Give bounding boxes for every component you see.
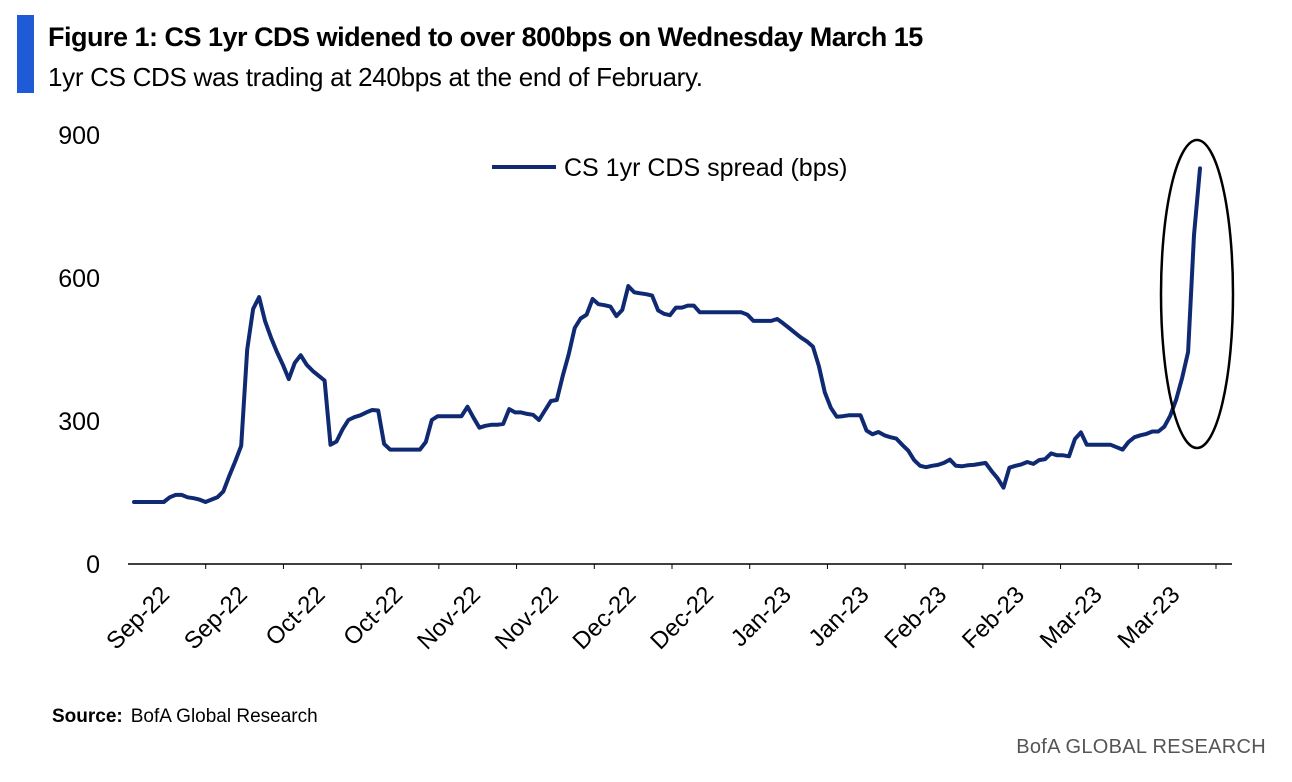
x-tick-label: Mar-23	[1113, 581, 1186, 654]
legend: CS 1yr CDS spread (bps)	[492, 154, 847, 182]
x-tick-label: Nov-22	[412, 581, 486, 655]
x-tick-label: Sep-22	[101, 581, 175, 655]
legend-label: CS 1yr CDS spread (bps)	[564, 154, 847, 182]
y-tick-label: 300	[58, 408, 100, 436]
source-label: Source:	[52, 706, 123, 727]
x-tick-label: Nov-22	[490, 581, 564, 655]
y-tick-label: 0	[86, 551, 100, 579]
figure-subtitle: 1yr CS CDS was trading at 240bps at the …	[48, 62, 703, 92]
x-tick-label: Jan-23	[804, 581, 875, 652]
x-tick-label: Feb-23	[879, 581, 952, 654]
x-tick-label: Sep-22	[179, 581, 253, 655]
annotation-ellipse	[1159, 138, 1235, 450]
x-tick-label: Jan-23	[726, 581, 797, 652]
x-tick-label: Feb-23	[957, 581, 1030, 654]
x-axis-labels: Sep-22 Sep-22 Oct-22 Oct-22 Nov-22 Nov-22 Dec-…	[101, 581, 1185, 655]
x-tick-label: Oct-22	[338, 581, 408, 651]
x-tick-label: Oct-22	[261, 581, 331, 651]
y-tick-label: 600	[58, 265, 100, 293]
series-line	[132, 166, 1202, 504]
x-axis-tick-marks	[205, 564, 1217, 569]
figure-title: Figure 1: CS 1yr CDS widened to over 800…	[48, 22, 923, 52]
y-tick-label: 900	[58, 122, 100, 150]
source-note: Source: BofA Global Research	[52, 706, 318, 728]
x-tick-label: Dec-22	[568, 581, 642, 655]
x-tick-label: Dec-22	[645, 581, 719, 655]
footer-brand: BofA GLOBAL RESEARCH	[1016, 736, 1266, 758]
source-text: BofA Global Research	[130, 706, 318, 727]
y-axis-ticks: 0 300 600 900	[58, 122, 100, 579]
accent-bar	[17, 15, 34, 93]
x-tick-label: Mar-23	[1035, 581, 1108, 654]
